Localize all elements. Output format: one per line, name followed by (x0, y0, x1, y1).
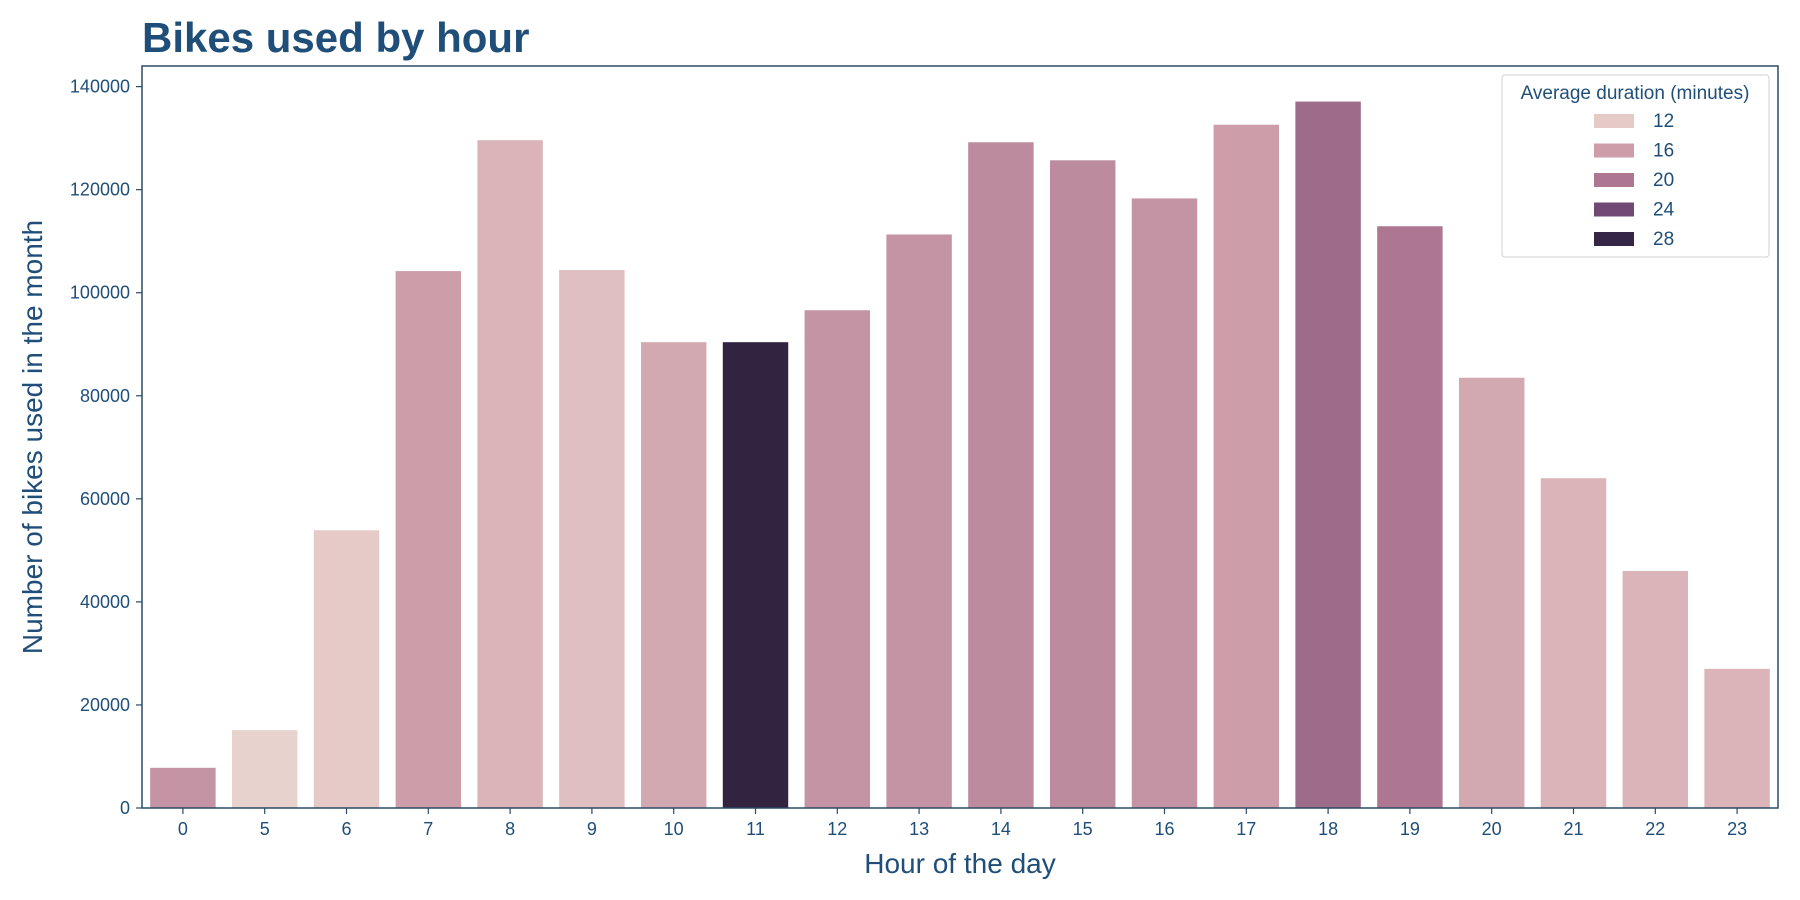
y-axis-label: Number of bikes used in the month (17, 220, 48, 654)
bar-hour-15 (1049, 160, 1116, 808)
legend-swatch (1594, 232, 1634, 246)
bar-hour-14 (968, 142, 1034, 808)
bar-hour-23 (1704, 668, 1770, 808)
legend-label: 24 (1653, 200, 1675, 221)
legend-swatch (1594, 143, 1634, 158)
x-tick-label: 20 (1482, 819, 1502, 839)
x-tick-label: 18 (1318, 819, 1338, 839)
y-tick-label: 120000 (70, 180, 130, 200)
x-tick-label: 22 (1645, 819, 1665, 839)
y-tick-label: 80000 (80, 386, 130, 406)
y-tick-label: 60000 (80, 489, 130, 509)
bar-hour-13 (886, 234, 952, 808)
plot-frame (141, 65, 1779, 809)
bar-hour-12 (804, 310, 871, 808)
legend-label: 12 (1653, 111, 1674, 132)
x-tick-label: 19 (1400, 819, 1420, 839)
x-tick-label: 13 (909, 819, 929, 839)
y-tick-label: 140000 (70, 77, 130, 97)
y-tick-label: 20000 (80, 695, 130, 715)
x-tick-label: 5 (260, 819, 270, 839)
bar-hour-18 (1295, 101, 1361, 808)
x-tick-label: 12 (827, 819, 847, 839)
legend-label: 28 (1653, 229, 1674, 250)
legend-swatch (1594, 202, 1634, 217)
x-tick-label: 14 (991, 819, 1011, 839)
legend-box (1501, 74, 1770, 258)
x-tick-label: 11 (746, 819, 765, 839)
legend: Average duration (minutes) 12 16 20 24 28 (1501, 74, 1770, 258)
y-tick-label: 100000 (70, 283, 130, 303)
bar-hour-7 (395, 271, 462, 808)
bar-hour-10 (640, 342, 707, 808)
x-axis-ticks: 0 5 6 7 8 9 10 11 12 13 14 15 16 17 18 19 20 21 22 23 (178, 808, 1747, 839)
x-tick-label: 21 (1563, 819, 1583, 839)
bar-hour-21 (1540, 478, 1607, 808)
y-tick-label: 0 (120, 798, 130, 818)
bar-hour-22 (1622, 570, 1689, 808)
bar-hour-16 (1131, 198, 1198, 808)
x-tick-label: 7 (423, 819, 433, 839)
bar-hour-19 (1377, 226, 1443, 808)
bar-hour-9 (559, 270, 625, 808)
chart-title: Bikes used by hour (142, 14, 529, 61)
x-tick-label: 0 (178, 819, 188, 839)
x-tick-label: 6 (341, 819, 351, 839)
legend-swatch (1594, 114, 1634, 128)
x-tick-label: 8 (505, 819, 515, 839)
bar-hour-0 (150, 767, 216, 808)
legend-label: 20 (1653, 170, 1674, 191)
bar-hour-8 (477, 140, 543, 808)
legend-label: 16 (1653, 141, 1674, 162)
legend-entries: 12 16 20 24 28 (1594, 111, 1675, 250)
x-tick-label: 23 (1727, 819, 1747, 839)
x-tick-label: 10 (664, 819, 684, 839)
bar-hour-17 (1213, 124, 1280, 808)
bar-hour-11 (722, 342, 789, 808)
x-tick-label: 17 (1236, 819, 1256, 839)
bar-hour-20 (1458, 377, 1525, 808)
x-axis-label: Hour of the day (864, 848, 1055, 879)
bar-hour-6 (313, 530, 380, 808)
x-tick-label: 15 (1073, 819, 1093, 839)
legend-title: Average duration (minutes) (1521, 83, 1750, 104)
bars-group (150, 101, 1770, 808)
legend-swatch (1594, 173, 1634, 187)
x-tick-label: 16 (1154, 819, 1174, 839)
bar-hour-5 (231, 730, 298, 808)
y-tick-label: 40000 (80, 592, 130, 612)
x-tick-label: 9 (587, 819, 597, 839)
y-axis-ticks: 0 20000 40000 60000 80000 100000 120000 140000 (70, 77, 142, 818)
